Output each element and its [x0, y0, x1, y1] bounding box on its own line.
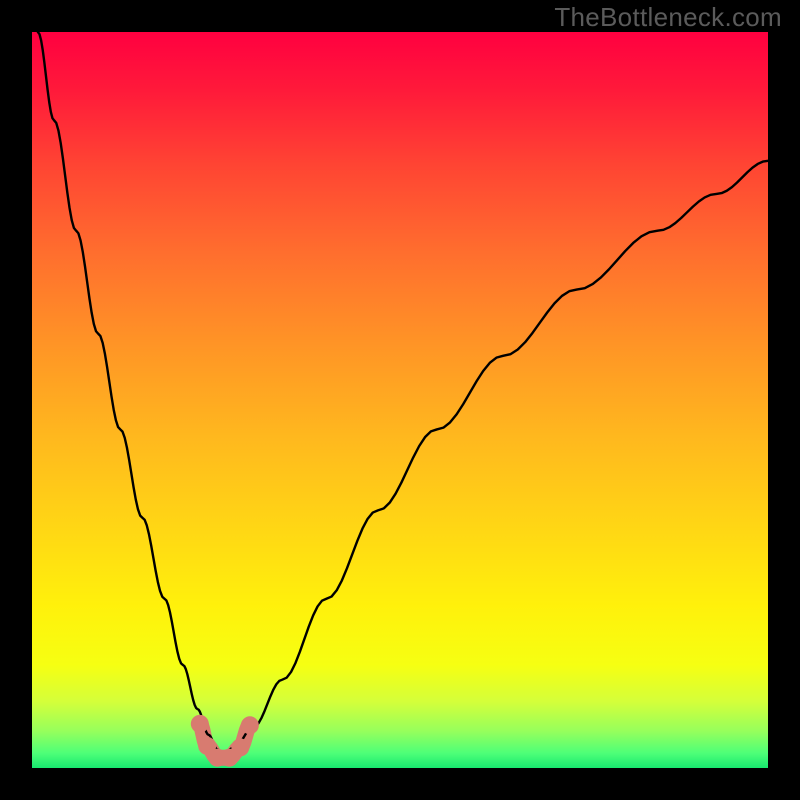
curve-layer — [32, 32, 768, 768]
minimum-marker-dot — [231, 738, 249, 756]
minimum-marker-dot — [191, 715, 209, 733]
plot-area — [32, 32, 768, 768]
minimum-marker-dot — [241, 716, 259, 734]
chart-frame: TheBottleneck.com — [0, 0, 800, 800]
bottleneck-curve — [38, 32, 768, 755]
watermark-text: TheBottleneck.com — [554, 2, 782, 33]
